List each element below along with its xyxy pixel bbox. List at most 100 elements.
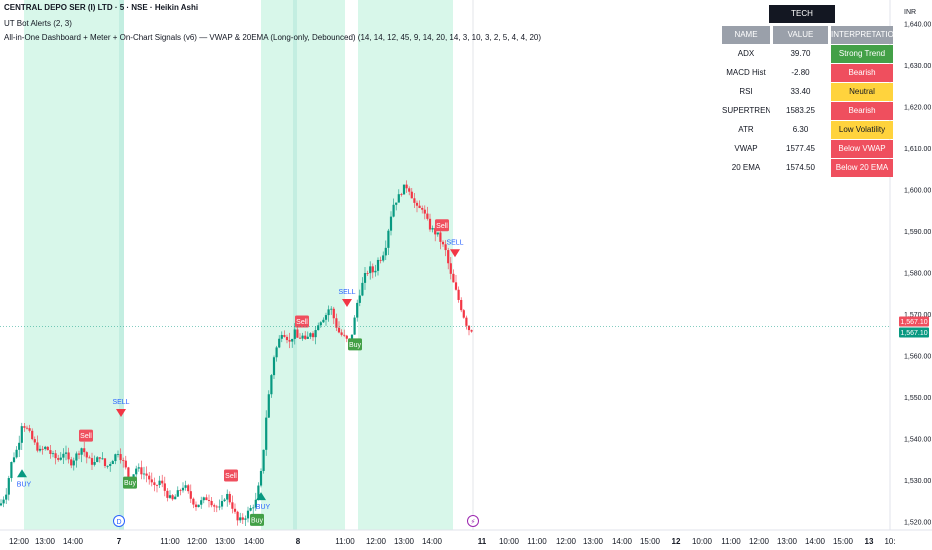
candle-body — [18, 442, 21, 450]
table-row: MACD Hist -2.80 Bearish — [722, 64, 893, 82]
indicator-name: VWAP — [734, 144, 758, 153]
sell-label — [295, 315, 309, 328]
candle-body — [293, 329, 296, 339]
candle-body — [363, 273, 367, 283]
candle-body — [106, 465, 109, 467]
buy-label-text: Buy — [349, 342, 362, 349]
candle-body — [423, 209, 426, 214]
symbol-title[interactable]: CENTRAL DEPO SER (I) LTD · 5 · NSE · Hei… — [4, 3, 199, 12]
earnings-icon: ⚡ — [471, 518, 476, 526]
session-band — [358, 0, 453, 530]
candle-body — [80, 448, 83, 455]
candle-body — [46, 446, 49, 451]
candle-body — [434, 228, 437, 235]
indicator-interpretation: Bearish — [831, 64, 893, 82]
sell-label — [79, 429, 93, 442]
candle-body — [15, 449, 18, 458]
indicator-dashboard-legend[interactable]: All-in-One Dashboard + Meter + On-Chart … — [4, 33, 542, 42]
candle-body — [449, 263, 452, 274]
candle-body — [408, 188, 411, 192]
candle-body — [239, 517, 242, 521]
time-tick-label: 14:00 — [63, 537, 84, 546]
candle-body — [197, 504, 200, 508]
candle-body — [465, 317, 468, 326]
candle-body — [51, 453, 55, 455]
time-axis[interactable]: 12:00 13:00 14:00 7 11:00 12:00 13:00 14:00 8 11:… — [9, 537, 896, 546]
candle-body — [309, 333, 312, 337]
earnings-marker[interactable]: ⚡ — [467, 515, 479, 527]
time-tick-label: 10:00 — [499, 537, 520, 546]
time-tick-label: 12:00 — [187, 537, 208, 546]
candle-body — [67, 452, 70, 460]
candle-body — [36, 442, 39, 451]
time-tick-label: 7 — [117, 537, 122, 546]
candle-body — [236, 511, 239, 521]
candle-body — [181, 487, 185, 491]
price-tag-label: 1,567.10 — [900, 319, 927, 326]
candle-body — [231, 502, 234, 509]
indicator-name: 20 EMA — [731, 163, 761, 172]
buy-label — [348, 338, 362, 351]
price-tick-label: 1,570.00 — [904, 312, 931, 319]
time-tick-label: 12 — [672, 537, 681, 546]
candle-body — [171, 495, 174, 500]
candle-body — [189, 491, 192, 499]
table-row: VWAP 1577.45 Below VWAP — [722, 140, 893, 158]
buy-signal-text: BUY — [256, 504, 271, 511]
time-tick-label: 10: — [884, 537, 895, 546]
candle-body — [384, 247, 387, 256]
indicator-name: ATR — [738, 125, 754, 134]
sell-label — [435, 219, 449, 232]
candle-body — [379, 259, 382, 261]
candle-body — [119, 454, 122, 461]
indicator-name: RSI — [739, 87, 753, 96]
indicator-interpretation: Neutral — [831, 83, 893, 101]
sell-label-text: Sell — [80, 433, 92, 440]
candle-body — [163, 483, 166, 491]
indicator-interpretation: Bearish — [831, 102, 893, 120]
candle-body — [111, 461, 114, 465]
candle-body — [184, 485, 187, 488]
candle-body — [70, 459, 73, 466]
sell-label — [224, 469, 238, 482]
session-band — [293, 0, 297, 530]
tech-table-header-row: NAME VALUE INTERPRETATION — [722, 26, 893, 44]
last-price-tags: 1,567.10 1,567.10 — [899, 316, 929, 338]
candle-body — [62, 453, 65, 458]
dividend-marker[interactable]: D — [113, 515, 125, 527]
indicator-value: 33.40 — [790, 87, 811, 96]
candle-body — [249, 507, 252, 511]
candle-body — [137, 467, 140, 469]
time-tick-label: 11:00 — [335, 537, 355, 546]
time-tick-label: 15:00 — [640, 537, 661, 546]
candle-body — [140, 467, 143, 475]
candle-body — [374, 270, 377, 273]
candle-body — [259, 471, 263, 486]
candle-body — [168, 495, 172, 498]
candle-body — [77, 453, 81, 455]
candle-body — [23, 426, 26, 428]
candle-body — [353, 317, 356, 335]
candle-body — [12, 457, 16, 463]
candle-body — [428, 218, 432, 230]
candle-body — [410, 191, 413, 199]
indicator-interpretation: Below VWAP — [831, 140, 893, 158]
column-header-value: VALUE — [773, 26, 828, 44]
candle-body — [215, 506, 218, 508]
candle-body — [356, 302, 359, 318]
indicator-ut-bot-legend[interactable]: UT Bot Alerts (2, 3) — [4, 19, 72, 28]
candle-body — [202, 497, 205, 501]
candle-body — [96, 457, 99, 463]
indicator-interpretation: Low Volatility — [831, 121, 893, 139]
time-tick-label: 11:00 — [721, 537, 741, 546]
candle-body — [343, 334, 346, 336]
buy-label-text: Buy — [251, 517, 264, 524]
candle-body — [148, 475, 151, 480]
price-axis[interactable]: 1,520.00 1,530.00 1,540.00 1,550.00 1,560.00… — [904, 22, 931, 527]
candle-body — [296, 329, 299, 338]
candle-body — [278, 338, 281, 348]
candle-body — [358, 295, 361, 303]
candle-body — [5, 494, 8, 500]
candle-body — [298, 337, 302, 339]
